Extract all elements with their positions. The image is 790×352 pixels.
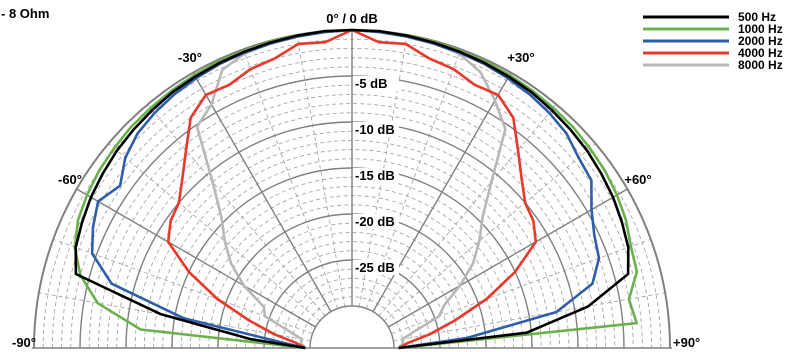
radial-tick-label: -20 dB (355, 214, 395, 229)
corner-label: - 8 Ohm (1, 6, 49, 21)
minor-ring (235, 232, 469, 349)
major-spoke (388, 188, 628, 328)
inner-ring (309, 305, 395, 349)
radial-label-bg (353, 214, 399, 229)
minor-ring (116, 112, 588, 349)
radial-tick-label: -25 dB (355, 260, 395, 275)
minor-ring (281, 277, 423, 349)
series-lines (73, 28, 639, 350)
radial-tick-label: -10 dB (355, 122, 395, 137)
major-spoke (76, 188, 316, 328)
minor-ring (254, 250, 450, 349)
legend-entry: 8000 Hz (738, 58, 783, 72)
angle-tick-label: -30° (178, 50, 202, 65)
legend-entry: 4000 Hz (738, 46, 783, 60)
radial-label-bg (353, 122, 399, 137)
series-line (195, 28, 507, 349)
radial-tick-label: -15 dB (355, 168, 395, 183)
axis-labels: - 8 Ohm 0° / 0 dB -5 dB -10 dB -15 dB -20 dB… (1, 6, 700, 350)
major-spoke (192, 72, 332, 312)
minor-ring (272, 268, 432, 349)
legend-entry: 1000 Hz (738, 22, 783, 36)
radial-label-bg (353, 168, 399, 183)
minor-ring (134, 130, 570, 349)
minor-ring (226, 222, 478, 349)
angle-tick-label: +30° (507, 50, 534, 65)
radial-tick-label: -5 dB (355, 76, 388, 91)
series-line (74, 28, 630, 350)
angle-tick-label: +90° (673, 335, 700, 350)
legend-entry: 2000 Hz (738, 34, 783, 48)
minor-ring (107, 103, 597, 349)
legend-entry: 500 Hz (738, 10, 776, 24)
angle-tick-label: -60° (58, 172, 82, 187)
polar-grid (32, 29, 672, 349)
angle-tick-label: -90° (12, 335, 36, 350)
radial-label-bg (353, 76, 399, 91)
angle-tick-label: +60° (624, 172, 651, 187)
minor-ring (88, 84, 616, 349)
radial-tick-label: 0° / 0 dB (326, 11, 377, 26)
minor-ring (97, 94, 607, 349)
radial-label-bg (353, 260, 399, 275)
